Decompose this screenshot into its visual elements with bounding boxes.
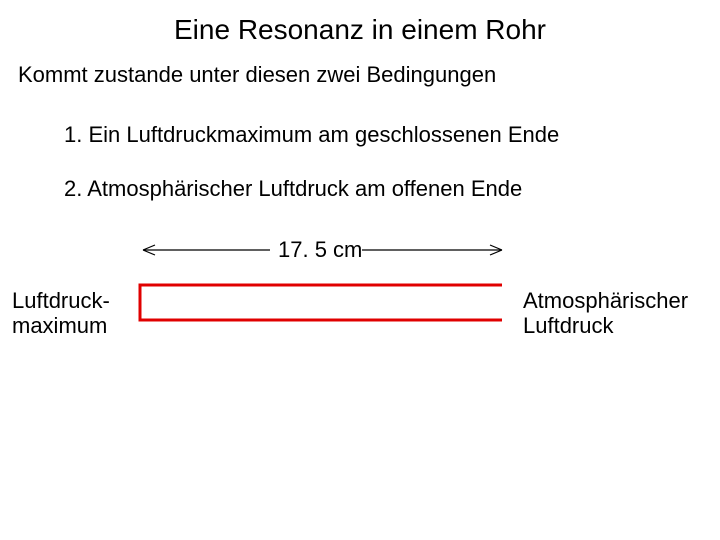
tube-shape [140,285,502,320]
diagram-svg [0,0,720,540]
measurement-arrow [143,245,502,255]
